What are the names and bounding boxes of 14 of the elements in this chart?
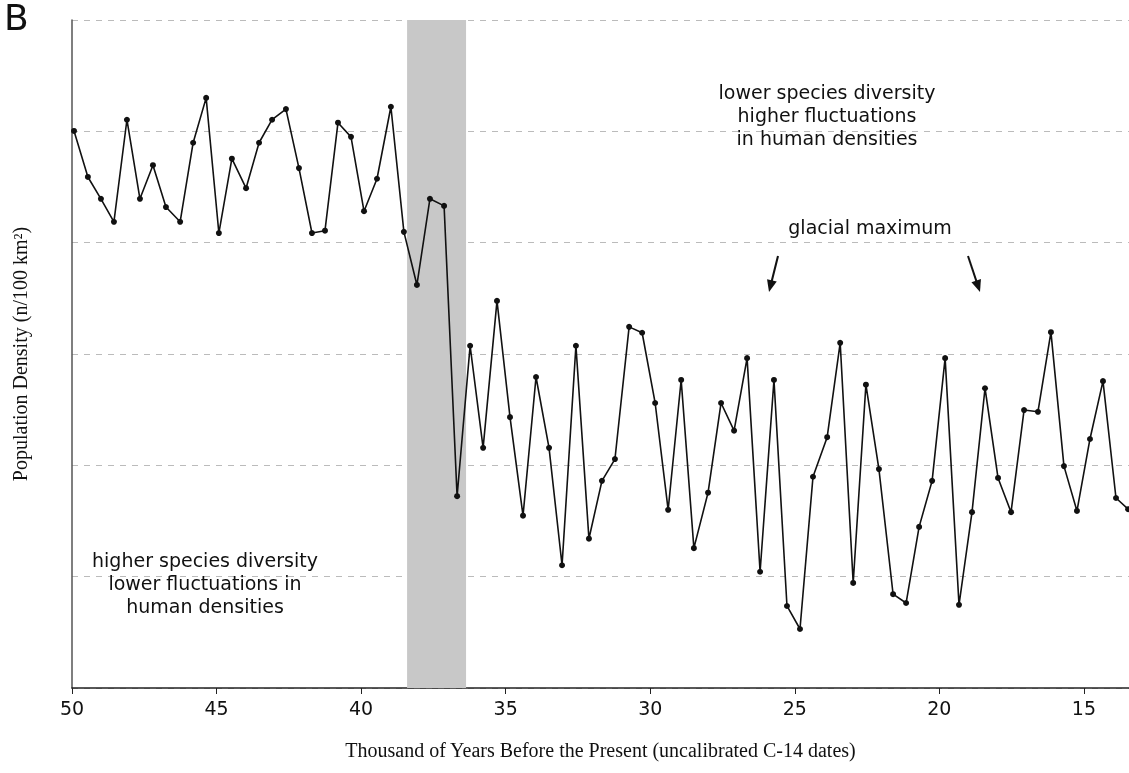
x-axis-title: Thousand of Years Before the Present (uncalibrated C-14 dates) <box>345 739 856 762</box>
y-axis-title: Population Density (n/100 km²) <box>9 226 32 482</box>
x-tick-label: 45 <box>204 696 229 719</box>
x-tick-label: 35 <box>493 696 518 719</box>
x-tick-label: 25 <box>782 696 807 719</box>
annotation: lower species diversity higher fluctuations in human densities <box>718 80 936 149</box>
x-tick-label: 40 <box>349 696 374 719</box>
x-tick-label: 15 <box>1071 696 1096 719</box>
annotation: glacial maximum <box>788 215 952 238</box>
text: B <box>4 0 29 38</box>
x-tick-label: 30 <box>638 696 663 719</box>
x-tick-label: 20 <box>927 696 952 719</box>
annotation: higher species diversity lower fluctuations in human densities <box>92 548 318 617</box>
x-tick-label: 50 <box>59 696 85 719</box>
